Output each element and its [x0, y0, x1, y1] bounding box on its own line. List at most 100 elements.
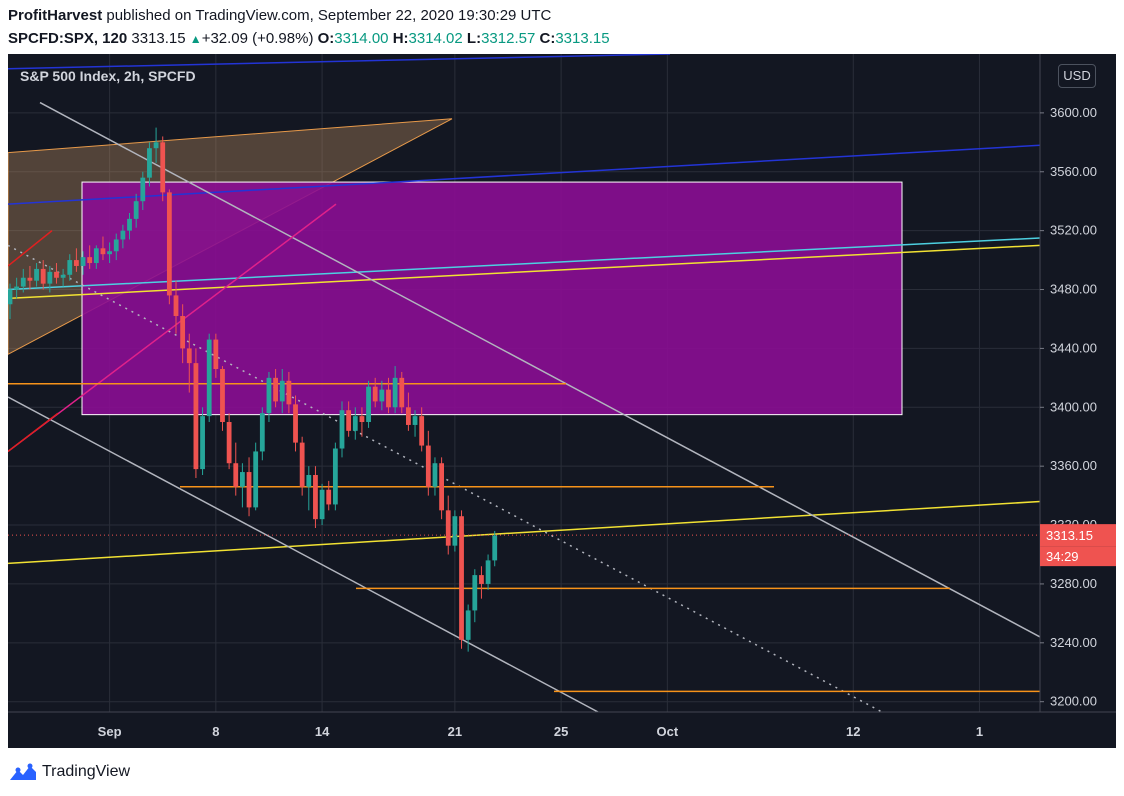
- candle-body: [133, 201, 139, 219]
- tradingview-brand[interactable]: TradingView: [42, 763, 131, 780]
- candle-body: [386, 389, 391, 408]
- candle-body: [366, 386, 371, 423]
- candle-body: [100, 248, 106, 255]
- candle-body: [40, 268, 46, 284]
- candle-body: [419, 416, 425, 446]
- candle-body: [279, 380, 285, 402]
- candle-body: [472, 575, 478, 611]
- candle-body: [8, 289, 13, 305]
- candle-body: [293, 404, 298, 443]
- chart-header: ProfitHarvest published on TradingView.c…: [0, 0, 1124, 54]
- symbol-label: SPCFD:SPX, 120: [8, 30, 128, 47]
- candle-body: [326, 489, 332, 505]
- candle-body: [107, 251, 112, 255]
- trend-line-blue-upper: [8, 54, 671, 70]
- candle-body: [87, 257, 93, 264]
- candle-body: [74, 260, 79, 266]
- candle-body: [286, 380, 292, 405]
- price-tick-label: 3600.00: [1050, 105, 1097, 120]
- time-tick-label: 21: [448, 724, 462, 739]
- candle-body: [372, 386, 378, 402]
- candle-body: [147, 148, 152, 178]
- time-tick-label: 8: [212, 724, 219, 739]
- candle-body: [259, 413, 265, 452]
- trend-line-blue: [8, 144, 1041, 205]
- candle-body: [273, 377, 278, 402]
- trend-line-cyan: [8, 237, 1041, 291]
- trend-line-yellow-upper: [8, 244, 1041, 300]
- time-tick-label: Sep: [98, 724, 122, 739]
- time-scale-bg: [8, 712, 1116, 748]
- trend-line-red-upper: [8, 230, 53, 267]
- candle-body: [406, 407, 411, 425]
- candle-body: [54, 271, 59, 278]
- high-value: 3314.02: [408, 30, 463, 47]
- price-tag-label: 3313.15: [1046, 528, 1093, 543]
- publisher-name[interactable]: ProfitHarvest: [8, 7, 103, 24]
- footer: TradingView: [0, 748, 1124, 796]
- time-tick-label: 1: [976, 724, 983, 739]
- candle-body: [220, 369, 225, 423]
- candle-body: [140, 177, 146, 202]
- tradingview-logo-icon[interactable]: [8, 762, 38, 782]
- candle-body: [319, 489, 325, 520]
- price-tick-label: 3480.00: [1050, 282, 1097, 297]
- trend-line-red-lower: [8, 412, 59, 453]
- candle-body: [113, 239, 119, 252]
- candle-body: [392, 377, 398, 408]
- price-scale-bg: [1040, 54, 1116, 748]
- ohlc-info: SPCFD:SPX, 120 3313.15 ▲+32.09 (+0.98%) …: [8, 30, 610, 47]
- up-triangle-icon: ▲: [189, 32, 202, 46]
- close-label: C:: [539, 30, 556, 47]
- price-tick-label: 3200.00: [1050, 694, 1097, 709]
- candle-body: [153, 142, 159, 149]
- candle-body: [160, 142, 166, 193]
- candle-body: [299, 442, 305, 487]
- candle-body: [306, 475, 312, 487]
- time-tick-label: 14: [315, 724, 330, 739]
- trend-line-yellow-lower: [8, 500, 1041, 565]
- time-tick-label: Oct: [657, 724, 679, 739]
- channel-line-lower: [8, 396, 599, 713]
- open-value: 3314.00: [334, 30, 389, 47]
- candle-body: [313, 475, 318, 520]
- candle-body: [492, 535, 498, 561]
- chart-legend: S&P 500 Index, 2h, SPCFD: [20, 68, 196, 84]
- candle-body: [20, 277, 26, 287]
- candle-body: [34, 268, 39, 281]
- candle-body: [485, 560, 491, 584]
- candle-body: [266, 377, 272, 414]
- time-tick-label: 12: [846, 724, 860, 739]
- publish-info: ProfitHarvest published on TradingView.c…: [8, 7, 551, 24]
- candle-body: [80, 257, 86, 266]
- candle-body: [14, 286, 20, 290]
- candle-body: [186, 348, 192, 364]
- candle-body: [226, 422, 232, 464]
- candle-body: [47, 271, 53, 284]
- candle-body: [379, 389, 385, 402]
- candle-body: [399, 377, 405, 408]
- candle-body: [127, 218, 132, 231]
- chart-svg[interactable]: 3200.003240.003280.003320.003360.003400.…: [8, 54, 1116, 748]
- price-tick-label: 3520.00: [1050, 223, 1097, 238]
- candle-body: [412, 416, 418, 425]
- price-tick-label: 3440.00: [1050, 340, 1097, 355]
- candle-body: [67, 260, 73, 275]
- candle-body: [213, 339, 219, 370]
- currency-button[interactable]: USD: [1058, 64, 1096, 88]
- low-value: 3312.57: [481, 30, 536, 47]
- channel-line-upper: [39, 101, 1041, 638]
- candle-body: [166, 192, 172, 296]
- candle-body: [173, 295, 179, 317]
- price-tick-label: 3280.00: [1050, 576, 1097, 591]
- price-tick-label: 3360.00: [1050, 458, 1097, 473]
- high-label: H:: [392, 30, 409, 47]
- candle-body: [193, 363, 199, 470]
- candle-body: [206, 339, 212, 417]
- candle-body: [465, 610, 471, 640]
- candle-body: [425, 445, 431, 487]
- chart-area[interactable]: 3200.003240.003280.003320.003360.003400.…: [8, 54, 1116, 748]
- price-tick-label: 3400.00: [1050, 399, 1097, 414]
- open-label: O:: [317, 30, 335, 47]
- published-text: published on TradingView.com, September …: [106, 7, 552, 24]
